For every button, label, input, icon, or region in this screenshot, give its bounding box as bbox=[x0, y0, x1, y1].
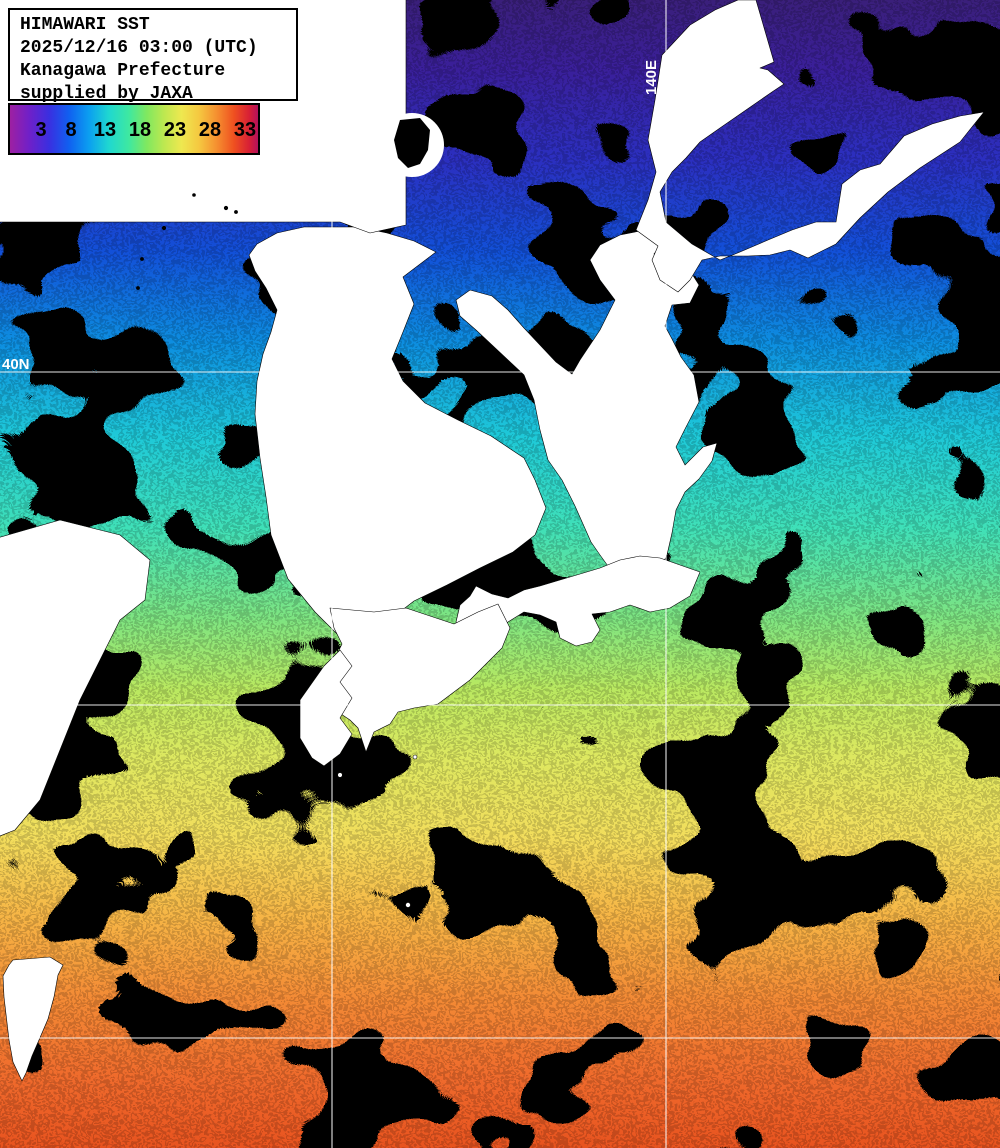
svg-text:28: 28 bbox=[199, 119, 221, 141]
svg-text:8: 8 bbox=[65, 119, 76, 141]
svg-text:supplied by JAXA: supplied by JAXA bbox=[20, 84, 193, 104]
svg-text:40N: 40N bbox=[2, 356, 30, 373]
svg-text:2025/12/16 03:00 (UTC): 2025/12/16 03:00 (UTC) bbox=[20, 38, 258, 58]
svg-text:13: 13 bbox=[94, 119, 116, 141]
svg-text:140E: 140E bbox=[643, 60, 660, 95]
svg-text:Kanagawa Prefecture: Kanagawa Prefecture bbox=[20, 61, 225, 81]
svg-text:18: 18 bbox=[129, 119, 151, 141]
svg-text:HIMAWARI SST: HIMAWARI SST bbox=[20, 15, 150, 35]
svg-text:23: 23 bbox=[164, 119, 186, 141]
svg-text:3: 3 bbox=[35, 119, 46, 141]
svg-text:33: 33 bbox=[234, 119, 256, 141]
